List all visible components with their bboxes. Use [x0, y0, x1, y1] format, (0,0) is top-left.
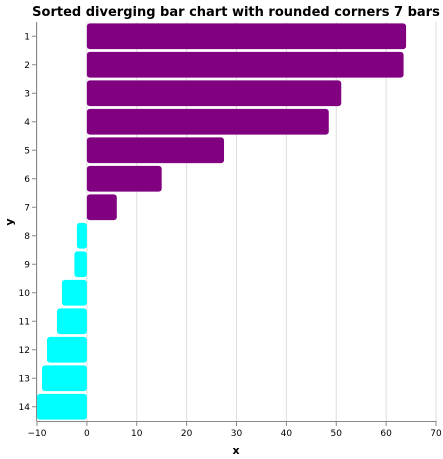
bar-8 — [77, 223, 87, 249]
y-tick-label-13: 14 — [19, 403, 31, 413]
bar-2 — [87, 52, 404, 78]
x-tick-label-7: 60 — [380, 429, 392, 439]
bar-7 — [87, 194, 117, 220]
y-tick-label-7: 8 — [24, 232, 30, 242]
y-tick-label-8: 9 — [24, 260, 30, 270]
x-tick-label-1: 0 — [84, 429, 90, 439]
bar-1 — [87, 23, 406, 49]
x-tick-label-5: 40 — [281, 429, 293, 439]
bar-13 — [42, 365, 87, 391]
y-tick-label-3: 4 — [24, 118, 30, 128]
bar-11 — [57, 308, 87, 334]
bar-6 — [87, 166, 162, 192]
y-tick-label-12: 13 — [19, 374, 30, 384]
y-tick-label-1: 2 — [24, 61, 30, 71]
y-axis-title: y — [3, 218, 16, 225]
y-tick-label-11: 12 — [19, 346, 30, 356]
bar-4 — [87, 109, 329, 135]
bar-12 — [47, 337, 87, 363]
x-tick-label-4: 30 — [231, 429, 243, 439]
y-tick-label-2: 3 — [24, 89, 30, 99]
y-tick-label-4: 5 — [24, 146, 30, 156]
bar-10 — [62, 280, 87, 306]
chart-title: Sorted diverging bar chart with rounded … — [32, 5, 440, 20]
x-axis-title: x — [232, 444, 239, 457]
bar-9 — [74, 251, 86, 277]
y-tick-label-6: 7 — [24, 203, 30, 213]
y-tick-label-5: 6 — [24, 175, 30, 185]
x-tick-label-2: 10 — [131, 429, 143, 439]
x-tick-label-3: 20 — [181, 429, 193, 439]
y-tick-label-9: 10 — [19, 289, 31, 299]
y-tick-label-10: 11 — [19, 317, 30, 327]
bar-14 — [37, 394, 87, 420]
y-tick-label-0: 1 — [24, 32, 30, 42]
x-tick-label-8: 70 — [430, 429, 442, 439]
bar-3 — [87, 80, 341, 106]
bar-5 — [87, 137, 224, 163]
x-tick-label-6: 50 — [331, 429, 343, 439]
bars — [37, 23, 406, 419]
x-tick-label-0: −10 — [28, 429, 47, 439]
